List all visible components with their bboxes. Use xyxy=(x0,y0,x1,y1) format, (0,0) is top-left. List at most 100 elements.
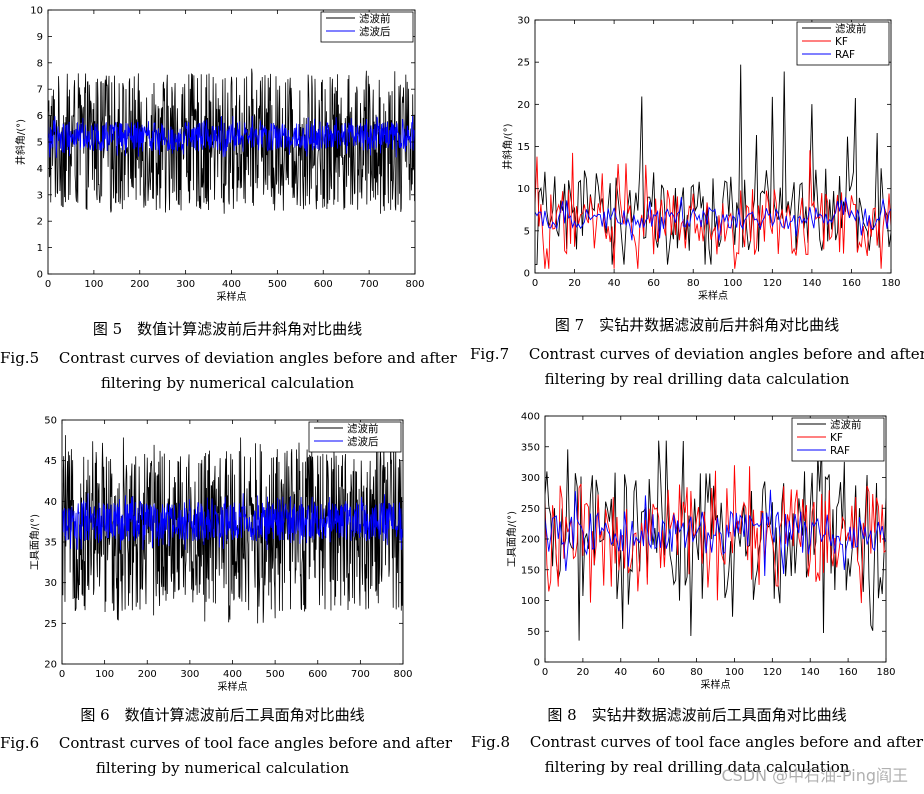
fig8-xtick-label: 160 xyxy=(839,667,858,678)
fig5-ytick-label: 1 xyxy=(37,243,43,254)
fig7-xtick-label: 0 xyxy=(532,278,538,289)
fig6-series-2-line xyxy=(62,493,403,550)
fig5-xtick-label: 200 xyxy=(130,279,149,290)
fig6-ytick-label: 30 xyxy=(44,578,57,589)
chart-fig8: 0 20 40 60 80 100 120 140 160 180 0 50 100 150 200 250 3… xyxy=(506,412,896,692)
fig5-xtick-label: 500 xyxy=(268,279,287,290)
fig8-xtick-label: 140 xyxy=(801,667,820,678)
caption-cn-fig5: 图 5 数值计算滤波前后井斜角对比曲线 xyxy=(92,320,363,338)
fig7-ytick-label: 0 xyxy=(524,269,530,280)
fig7-ytick-label: 10 xyxy=(517,184,530,195)
fig8-series-3-line xyxy=(545,489,886,576)
fig8-ytick-label: 150 xyxy=(521,565,540,576)
fig8-xtick-label: 60 xyxy=(652,667,665,678)
fig6-legend-label-1: 滤波前 xyxy=(347,422,379,435)
fig6-xtick-label: 800 xyxy=(393,669,412,680)
fig7-ylabel: 井斜角/(°) xyxy=(501,123,514,169)
fig7-legend-box xyxy=(796,21,890,66)
fig5-ytick-label: 3 xyxy=(37,190,43,201)
fig6-ytick-label: 25 xyxy=(44,619,57,630)
fig7-ytick-label: 15 xyxy=(517,142,530,153)
fig5-xtick-label: 0 xyxy=(45,279,51,290)
fig8-series-2-line xyxy=(545,465,886,604)
fig7-xtick-label: 120 xyxy=(763,278,782,289)
fig8-ytick-label: 250 xyxy=(521,504,540,515)
fig8-ytick-label: 0 xyxy=(534,658,540,669)
fig5-ytick-label: 5 xyxy=(37,138,43,149)
fig6-xtick-label: 700 xyxy=(351,669,370,680)
fig8-legend-box xyxy=(791,417,885,462)
fig7-ytick-label: 30 xyxy=(517,16,530,27)
fig8-ytick-label: 50 xyxy=(527,627,540,638)
fig6-xtick-label: 600 xyxy=(308,669,327,680)
fig5-xtick-label: 400 xyxy=(222,279,241,290)
fig5-ytick-label: 9 xyxy=(37,32,43,43)
fig7-xtick-label: 80 xyxy=(687,278,700,289)
caption-en-fig7-line2: filtering by real drilling data calculat… xyxy=(544,370,850,388)
fig5-xtick-label: 100 xyxy=(84,279,103,290)
fig5-legend-label-2: 滤波后 xyxy=(359,25,391,38)
fig5-xtick-label: 700 xyxy=(360,279,379,290)
fig8-ytick-label: 300 xyxy=(521,473,540,484)
fig7-legend-label-2: KF xyxy=(835,36,848,48)
fig7-xtick-label: 60 xyxy=(647,278,660,289)
caption-en-fig8-line1: Fig.8 Contrast curves of tool face angle… xyxy=(470,733,924,751)
fig7-legend-label-1: 滤波前 xyxy=(835,22,867,35)
fig7-xtick-label: 20 xyxy=(568,278,581,289)
fig8-xtick-label: 40 xyxy=(614,667,627,678)
caption-en-fig6-line2: filtering by numerical calculation xyxy=(95,759,350,777)
caption-cn-fig8: 图 8 实钻井数据滤波前后工具面角对比曲线 xyxy=(547,706,847,724)
fig8-xtick-label: 0 xyxy=(542,667,548,678)
fig7-series-3-line xyxy=(535,197,891,241)
fig8-xtick-label: 100 xyxy=(725,667,744,678)
fig7-xtick-label: 100 xyxy=(723,278,742,289)
fig7-legend-label-3: RAF xyxy=(835,49,855,61)
fig7-series-2-line xyxy=(535,150,891,269)
fig8-ytick-label: 100 xyxy=(521,596,540,607)
fig6-xtick-label: 100 xyxy=(95,669,114,680)
fig8-xlabel: 采样点 xyxy=(701,678,731,691)
caption-en-fig5-line2: filtering by numerical calculation xyxy=(100,374,355,392)
fig6-xtick-label: 400 xyxy=(223,669,242,680)
fig6-ytick-label: 35 xyxy=(44,538,57,549)
fig7-ytick-label: 20 xyxy=(517,100,530,111)
fig6-ylabel: 工具面角/(°) xyxy=(29,514,41,570)
fig8-ytick-label: 400 xyxy=(521,412,540,423)
fig5-legend-box xyxy=(320,11,414,43)
fig5-xtick-label: 300 xyxy=(176,279,195,290)
fig5-series-2-line xyxy=(48,115,415,158)
chart-fig7: 0 20 40 60 80 100 120 140 160 180 0 5 10 15 20 25 30 采样点 井… xyxy=(501,16,901,303)
fig8-xtick-label: 120 xyxy=(763,667,782,678)
watermark: CSDN @中石油-Ping阎王 xyxy=(721,766,908,785)
fig5-xtick-label: 800 xyxy=(405,279,424,290)
fig8-ylabel: 工具面角/(°) xyxy=(506,511,518,567)
fig7-xtick-label: 180 xyxy=(881,278,900,289)
fig7-xtick-label: 140 xyxy=(802,278,821,289)
caption-en-fig7-line1: Fig.7 Contrast curves of deviation angle… xyxy=(470,345,924,363)
fig5-ytick-label: 6 xyxy=(37,111,43,122)
fig6-ytick-label: 40 xyxy=(44,497,57,508)
fig8-ytick-label: 200 xyxy=(521,535,540,546)
fig6-ytick-label: 20 xyxy=(44,660,57,671)
fig6-legend-label-2: 滤波后 xyxy=(347,435,379,448)
fig5-series-1-line xyxy=(48,68,415,214)
fig5-ytick-label: 0 xyxy=(37,270,43,281)
fig5-ytick-label: 8 xyxy=(37,58,43,69)
fig8-xtick-label: 180 xyxy=(876,667,895,678)
fig5-xlabel: 采样点 xyxy=(217,290,247,303)
fig5-legend-label-1: 滤波前 xyxy=(359,12,391,25)
fig6-xlabel: 采样点 xyxy=(218,680,248,693)
fig5-xtick-label: 600 xyxy=(314,279,333,290)
fig5-ytick-label: 4 xyxy=(37,164,43,175)
fig6-xtick-label: 500 xyxy=(266,669,285,680)
fig8-legend-label-1: 滤波前 xyxy=(830,418,862,431)
fig7-ytick-label: 5 xyxy=(524,226,530,237)
fig6-ytick-label: 50 xyxy=(44,416,57,427)
chart-fig5: 0 100 200 300 400 500 600 700 800 0 1 2 3 4 5 6 7 8 9 10 采样点… xyxy=(14,6,425,304)
fig7-xlabel: 采样点 xyxy=(698,289,728,302)
fig6-legend-box xyxy=(308,421,402,453)
fig7-xtick-label: 160 xyxy=(842,278,861,289)
caption-en-fig6-line1: Fig.6 Contrast curves of tool face angle… xyxy=(0,734,453,752)
fig8-legend-label-3: RAF xyxy=(830,445,850,457)
fig6-xtick-label: 0 xyxy=(59,669,65,680)
